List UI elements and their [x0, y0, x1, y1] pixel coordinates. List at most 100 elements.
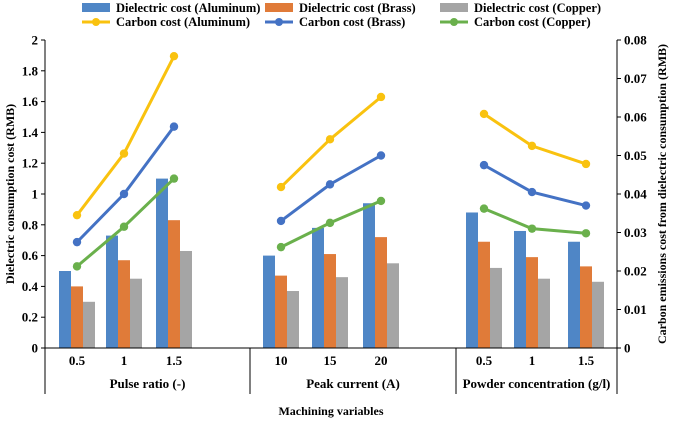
bar — [312, 227, 324, 348]
x-tick-label: 1.5 — [166, 353, 183, 368]
bar — [106, 235, 118, 348]
bar — [336, 277, 348, 348]
y-left-tick-label: 2 — [32, 33, 39, 48]
y-right-tick-label: 0.08 — [624, 33, 647, 48]
bar — [118, 260, 130, 348]
x-tick-label: 1.5 — [578, 353, 595, 368]
y-right-tick-label: 0.06 — [624, 110, 647, 125]
series-point — [376, 92, 386, 102]
y-left-tick-label: 1.2 — [22, 156, 38, 171]
bar — [363, 203, 375, 348]
bar — [375, 237, 387, 348]
series-point — [276, 242, 286, 252]
x-tick-label: 10 — [275, 353, 288, 368]
bar — [538, 278, 550, 348]
legend-entry: Carbon cost (Copper) — [474, 15, 591, 29]
series-point — [376, 151, 386, 160]
bar — [71, 286, 83, 348]
series-point — [276, 182, 286, 192]
bar — [130, 278, 142, 348]
y-right-tick-label: 0.03 — [624, 225, 647, 240]
y-right-tick-label: 0.02 — [624, 264, 647, 279]
y-left-tick-label: 1.4 — [22, 125, 39, 140]
y-right-tick-label: 0 — [624, 341, 631, 356]
series-point — [479, 109, 489, 119]
y-left-tick-label: 1 — [32, 187, 39, 202]
y-left-tick-label: 0.6 — [22, 248, 39, 263]
legend-swatch-bar — [82, 3, 110, 12]
bar — [275, 275, 287, 348]
bar — [287, 291, 299, 348]
series-point — [169, 51, 179, 61]
legend-swatch-marker — [92, 18, 100, 26]
bar — [59, 271, 71, 348]
series-line — [483, 163, 587, 208]
series-point — [72, 262, 82, 271]
series-point — [479, 204, 489, 213]
bar — [263, 255, 275, 348]
bar — [168, 220, 180, 348]
y-left-tick-label: 0.8 — [22, 217, 39, 232]
series-point — [169, 174, 179, 183]
series-point — [325, 218, 335, 228]
series-point — [169, 122, 179, 131]
series-point — [119, 149, 129, 158]
series-point — [72, 210, 82, 220]
series-point — [325, 135, 335, 144]
x-tick-label: 1 — [529, 353, 536, 368]
y-left-tick-label: 0.4 — [22, 279, 39, 294]
x-tick-label: 1 — [121, 353, 128, 368]
legend-entry: Dielectric cost (Copper) — [474, 1, 601, 15]
series-point — [581, 229, 591, 238]
x-tick-label: 0.5 — [69, 353, 86, 368]
series-point — [325, 180, 335, 189]
bar — [592, 281, 604, 348]
series-point — [72, 237, 82, 247]
bar — [478, 241, 490, 348]
group-label: Powder concentration (g/l) — [463, 376, 611, 391]
x-axis-title: Machining variables — [278, 404, 383, 418]
series-point — [119, 189, 129, 199]
x-tick-label: 0.5 — [476, 353, 493, 368]
bar — [526, 257, 538, 348]
y-right-tick-label: 0.01 — [624, 302, 647, 317]
bar — [324, 254, 336, 348]
series-point — [527, 187, 537, 197]
legend-entry: Carbon cost (Brass) — [299, 15, 405, 29]
bar — [83, 301, 95, 348]
group-label: Pulse ratio (-) — [110, 376, 186, 391]
bar — [490, 267, 502, 348]
legend-swatch-bar — [265, 3, 293, 12]
bar — [387, 263, 399, 348]
legend-entry: Dielectric cost (Brass) — [299, 1, 416, 15]
bar — [156, 178, 168, 348]
legend-entry: Dielectric cost (Aluminum) — [116, 1, 260, 15]
y-right-tick-label: 0.04 — [624, 187, 647, 202]
series-point — [527, 141, 537, 151]
bar — [514, 230, 526, 348]
bar — [580, 266, 592, 348]
series-point — [276, 216, 286, 226]
series-line — [483, 112, 587, 166]
y-right-axis-title: Carbon emissions cost from dielectric co… — [655, 44, 669, 344]
y-left-tick-label: 1.8 — [22, 63, 39, 78]
x-tick-label: 20 — [375, 353, 388, 368]
legend-entry: Carbon cost (Aluminum) — [116, 15, 250, 29]
y-right-tick-label: 0.05 — [624, 148, 647, 163]
series-point — [376, 196, 386, 206]
bar — [568, 241, 580, 348]
series-point — [527, 224, 537, 233]
group-label: Peak current (A) — [306, 376, 400, 391]
series-point — [479, 160, 489, 170]
y-left-tick-label: 0 — [32, 341, 39, 356]
series-point — [119, 222, 129, 231]
y-left-tick-label: 1.6 — [22, 94, 39, 109]
series-point — [581, 159, 591, 169]
legend-swatch-marker — [275, 18, 283, 26]
x-tick-label: 15 — [324, 353, 338, 368]
legend-swatch-marker — [450, 18, 458, 26]
legend-swatch-bar — [440, 3, 468, 12]
y-right-tick-label: 0.07 — [624, 71, 647, 86]
